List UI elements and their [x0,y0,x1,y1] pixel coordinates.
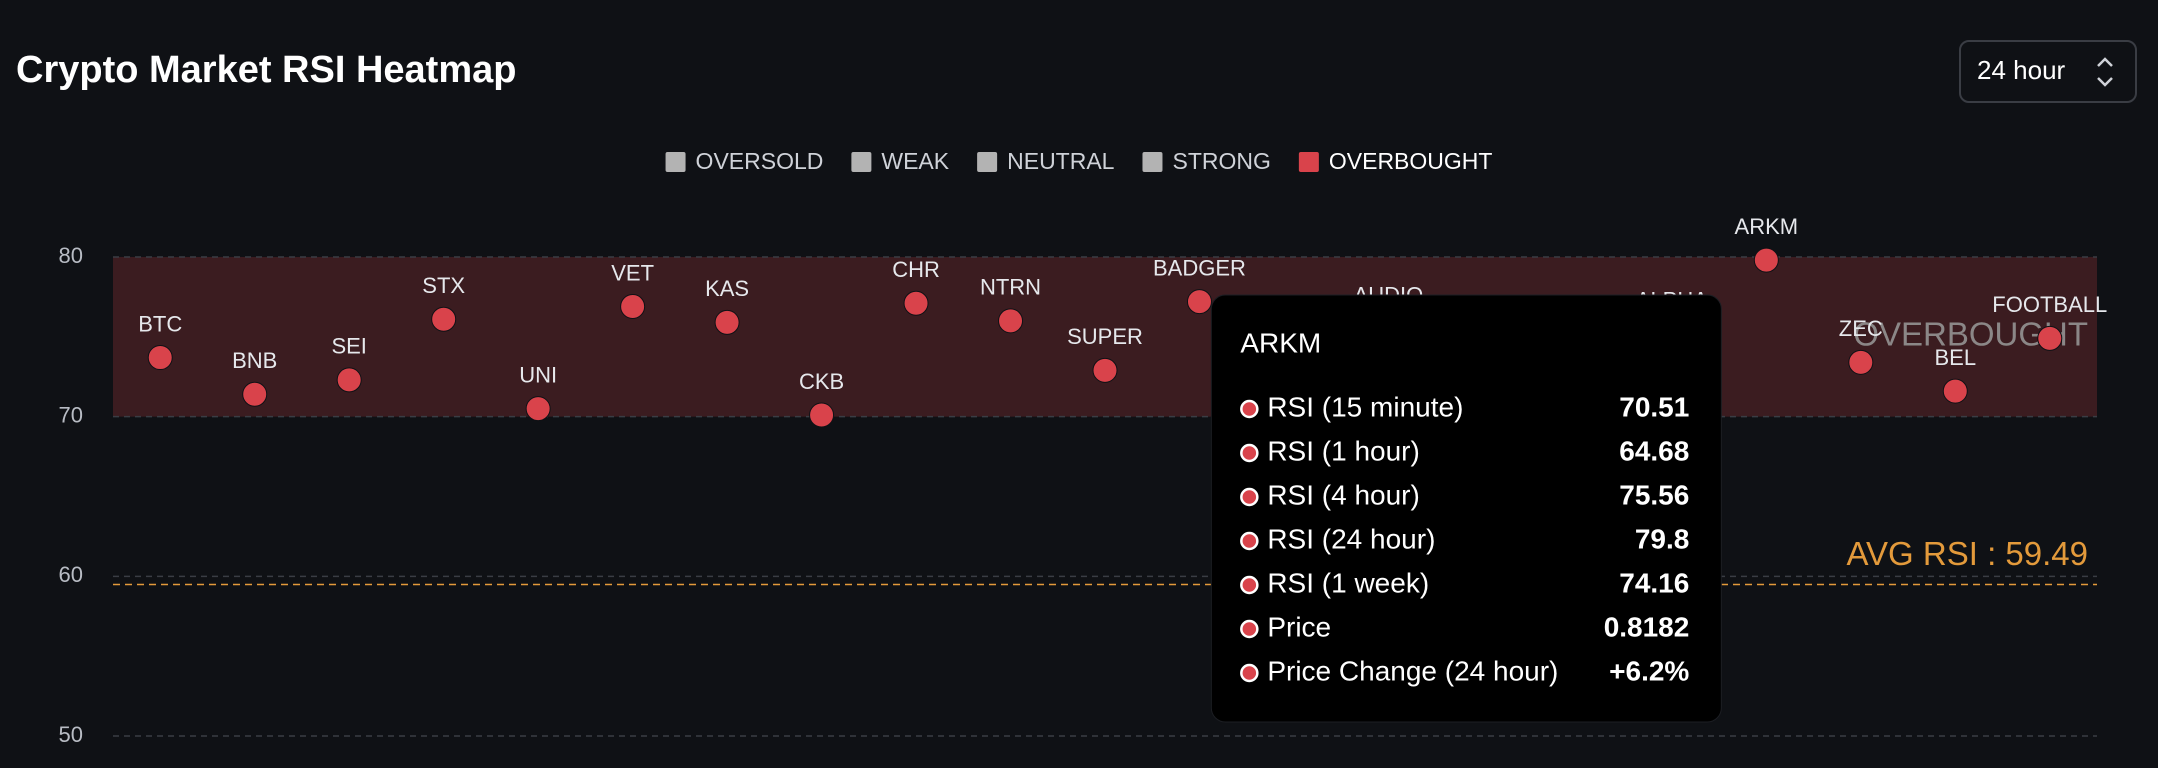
tooltip-row-value: 74.16 [1619,567,1689,598]
tooltip-row-value: 64.68 [1619,435,1689,466]
legend-label: WEAK [881,148,949,174]
y-tick-label: 70 [59,402,83,427]
data-point [1753,247,1779,273]
legend-swatch [665,152,686,172]
point-label: UNI [519,362,557,387]
legend[interactable]: OVERSOLD WEAK NEUTRAL STRONG OVERBOUGHT [665,148,1493,174]
data-point [1942,378,1968,404]
point-label: ZEC [1839,316,1883,341]
legend-swatch [1142,152,1163,172]
point-label: SUPER [1067,324,1143,349]
select-value[interactable]: 24 hour [1977,55,2066,85]
data-point [2037,325,2063,351]
data-point [714,309,740,335]
tooltip-row-value: 0.8182 [1604,611,1690,642]
tooltip-row-value: 70.51 [1619,391,1689,422]
point-label: BNB [232,348,277,373]
tooltip-bullet [1240,531,1259,551]
point-label: NTRN [980,275,1041,300]
tooltip-bullet [1240,619,1259,639]
data-point [903,290,929,316]
legend-swatch [1298,152,1319,172]
tooltip-row-label: Price [1267,611,1331,642]
tooltip-row-label: RSI (1 week) [1267,567,1429,598]
data-point [336,367,362,393]
tooltip-bullet [1240,663,1259,683]
tooltip-row-value: +6.2% [1609,655,1689,686]
select-box[interactable] [1959,40,2137,103]
point-label: KAS [705,276,749,301]
data-point [1848,349,1874,375]
average-label: AVG RSI : 59.49 [1846,535,2088,572]
tooltip-bullet [1240,487,1259,507]
timeframe-select[interactable]: 24 hour [1959,40,2137,103]
point-label: BTC [138,311,182,336]
tooltip-box [1210,294,1722,723]
data-point [242,381,268,407]
data-point [809,402,835,428]
y-tick-label: 50 [59,722,83,747]
tooltip-title: ARKM [1240,327,1321,358]
point-label: SEI [331,334,366,359]
tooltip-row-label: RSI (15 minute) [1267,391,1463,422]
tooltip-row-label: RSI (1 hour) [1267,435,1420,466]
chart-title: Crypto Market RSI Heatmap [16,49,516,91]
point-label: BADGER [1153,255,1246,280]
tooltip-row-label: RSI (24 hour) [1267,523,1435,554]
point-label: BEL [1934,345,1976,370]
tooltip: ARKM RSI (15 minute) 70.51 RSI (1 hour) 64.6… [1210,294,1722,723]
point-label: CKB [799,369,844,394]
y-tick-label: 60 [59,562,83,587]
point-label: VET [611,260,654,285]
tooltip-row-label: RSI (4 hour) [1267,479,1420,510]
tooltip-bullet [1240,443,1259,463]
legend-swatch [977,152,998,172]
legend-swatch [851,152,872,172]
y-tick-label: 80 [59,243,83,268]
point-label: ARKM [1735,214,1799,239]
legend-label: NEUTRAL [1007,148,1115,174]
tooltip-row-value: 75.56 [1619,479,1689,510]
data-point [1092,357,1118,383]
legend-label: OVERBOUGHT [1329,148,1493,174]
point-label: FOOTBALL [1992,292,2107,317]
data-point [1186,289,1212,315]
data-point [525,396,551,422]
legend-label: STRONG [1172,148,1270,174]
tooltip-bullet [1240,399,1259,419]
tooltip-row-value: 79.8 [1635,523,1690,554]
overbought-zone [113,256,2097,417]
legend-label: OVERSOLD [696,148,824,174]
tooltip-row-label: Price Change (24 hour) [1267,655,1558,686]
data-point [431,306,457,332]
tooltip-bullet [1240,575,1259,595]
point-label: CHR [892,257,940,282]
point-label: STX [422,273,465,298]
select-chevron [2097,57,2113,87]
data-point [620,293,646,319]
data-point [147,345,173,371]
data-point [998,308,1024,334]
